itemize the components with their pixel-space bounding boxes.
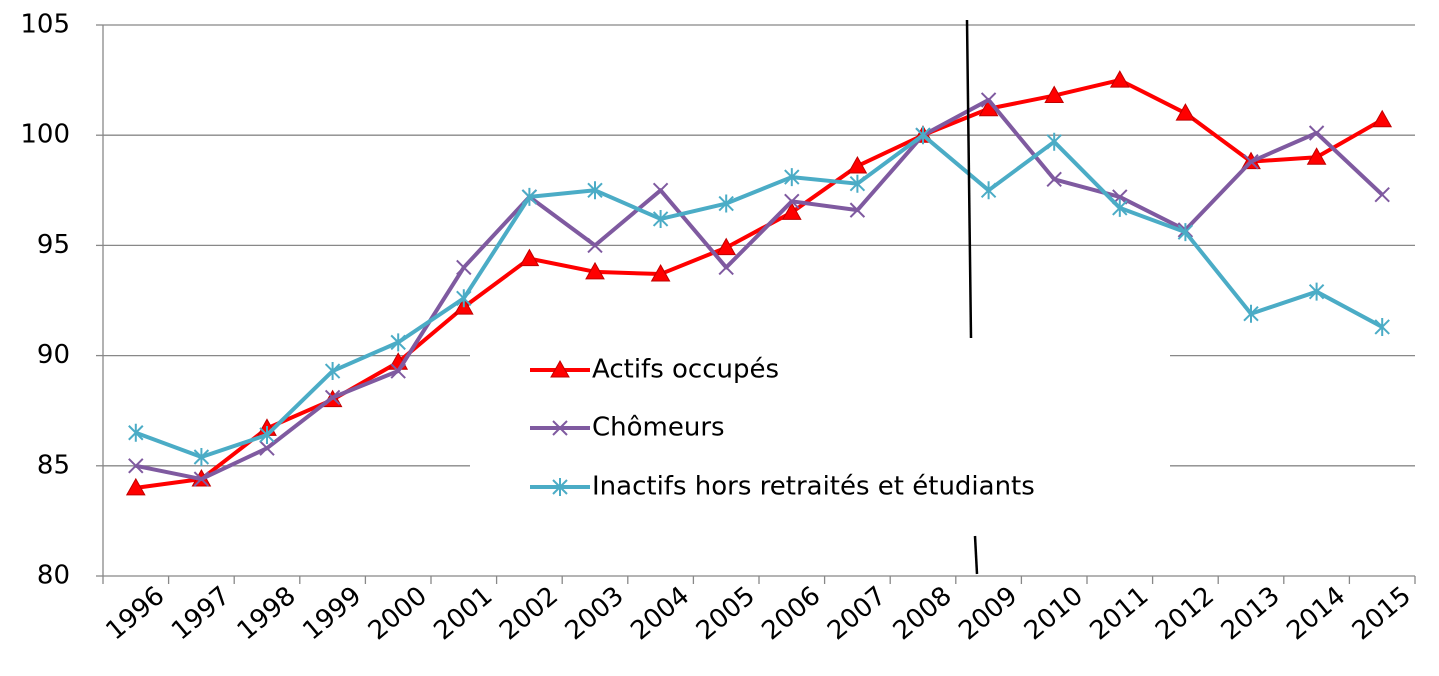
- marker: [1374, 317, 1390, 336]
- marker: [587, 181, 603, 200]
- marker: [324, 362, 341, 381]
- marker: [718, 259, 734, 276]
- marker: [652, 209, 669, 228]
- y-tick-label: 80: [37, 561, 70, 591]
- marker: [1044, 85, 1065, 104]
- x-tick-label: 1996: [100, 581, 170, 647]
- marker: [324, 389, 341, 406]
- legend: Actifs occupés Chômeurs Inactifs hors re…: [530, 355, 1035, 502]
- x-tick-label: 2014: [1281, 581, 1351, 647]
- x-tick-label: 2004: [625, 581, 695, 647]
- y-tick-label: 95: [37, 230, 70, 260]
- x-tick-label: 1999: [297, 581, 367, 647]
- x-tick-label: 2006: [756, 581, 826, 647]
- x-tick-label: 2013: [1216, 581, 1286, 647]
- y-tick-label: 100: [20, 120, 70, 150]
- marker: [259, 425, 275, 444]
- marker: [718, 194, 734, 213]
- plot-area: 8085909510010519961997199819992000200120…: [20, 10, 1417, 647]
- marker: [550, 359, 570, 378]
- marker: [784, 168, 800, 187]
- marker: [587, 237, 603, 254]
- y-tick-label: 105: [20, 10, 70, 40]
- x-tick-label: 2007: [822, 581, 892, 647]
- x-tick-label: 2009: [953, 581, 1023, 647]
- marker: [849, 202, 866, 218]
- marker: [849, 174, 866, 193]
- marker: [456, 289, 472, 308]
- marker: [1308, 282, 1325, 301]
- x-tick-label: 2011: [1084, 581, 1154, 647]
- marker: [980, 181, 997, 200]
- marker: [1243, 153, 1259, 170]
- marker: [1112, 198, 1128, 217]
- marker: [652, 182, 669, 199]
- marker: [784, 193, 800, 210]
- x-tick-label: 2003: [560, 581, 630, 647]
- marker: [1175, 103, 1196, 121]
- marker: [650, 264, 671, 282]
- marker: [980, 92, 997, 108]
- marker: [521, 187, 538, 206]
- marker: [390, 363, 406, 379]
- marker: [716, 237, 737, 256]
- marker: [1374, 187, 1390, 203]
- marker: [1243, 304, 1259, 323]
- break-line: [965, 19, 973, 339]
- legend-label: Inactifs hors retraités et étudiants: [592, 472, 1035, 502]
- marker: [125, 477, 146, 496]
- break-line: [973, 535, 979, 575]
- marker: [552, 478, 568, 496]
- marker: [1308, 125, 1325, 141]
- legend-background: [470, 336, 1170, 496]
- x-tick-label: 2015: [1347, 581, 1417, 647]
- x-tick-label: 2001: [428, 581, 498, 647]
- x-tick-label: 2000: [363, 581, 433, 647]
- x-tick-label: 2012: [1150, 581, 1220, 647]
- x-tick-label: 1998: [232, 581, 302, 647]
- x-tick-label: 1997: [166, 581, 236, 647]
- y-tick-label: 90: [37, 340, 70, 370]
- legend-label: Chômeurs: [592, 413, 725, 443]
- y-tick-label: 85: [37, 450, 70, 480]
- x-tick-label: 2008: [888, 581, 958, 647]
- x-tick-label: 2010: [1019, 581, 1089, 647]
- marker: [1109, 70, 1130, 88]
- marker: [1046, 132, 1062, 151]
- marker: [781, 202, 802, 220]
- legend-label: Actifs occupés: [592, 355, 779, 385]
- marker: [552, 420, 568, 436]
- marker: [1046, 171, 1062, 187]
- marker: [847, 156, 868, 174]
- marker: [193, 447, 210, 466]
- marker: [1372, 109, 1393, 128]
- marker: [519, 248, 540, 267]
- marker: [390, 333, 406, 352]
- marker: [585, 261, 605, 280]
- marker: [128, 458, 144, 474]
- marker: [1306, 147, 1327, 165]
- x-tick-label: 2002: [494, 581, 564, 647]
- marker: [1177, 223, 1194, 242]
- marker: [193, 471, 210, 487]
- series-line: [135, 133, 1384, 459]
- marker: [259, 440, 275, 456]
- series-line: [135, 97, 1384, 482]
- marker: [128, 423, 144, 442]
- x-tick-label: 2005: [691, 581, 761, 647]
- marker: [915, 126, 931, 145]
- marker: [456, 259, 472, 276]
